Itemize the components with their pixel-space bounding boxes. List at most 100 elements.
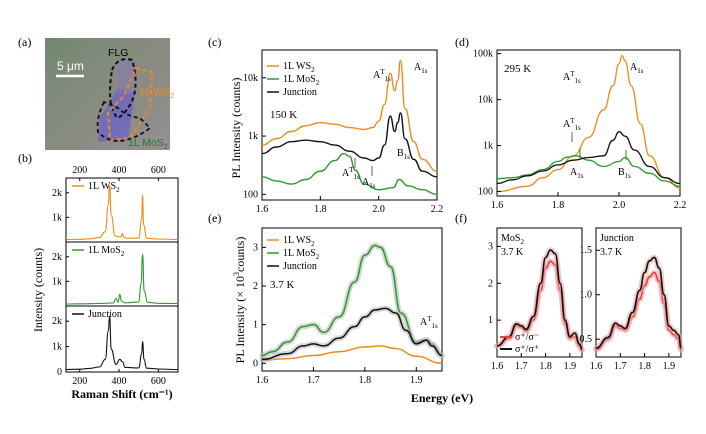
ws2-region-sub: 2 [170,93,174,100]
plot-f-right-x-tick-label: 1.9 [663,361,676,372]
plot-c-y-tick-label: 1k [248,131,258,142]
plot-f-right-y-tick-label: 1.5 [580,245,593,256]
raman-bottom-tick-label: 600 [151,376,166,387]
peak-c-a1s-sub: 1s [421,67,428,75]
plot-c-x-tick-label: 2.0 [372,204,385,215]
peak-c-at1s-t: T [380,68,385,76]
plot-f-left-x-tick-label: 1.9 [564,361,577,372]
peak-d-mos2-at1s: AT1s [563,117,581,132]
peak-c-mos2-a1s: A1s [362,177,376,190]
plot-f-right-y-tick-label: 0.5 [580,334,593,345]
legend-mos2-c-text: 1L MoS [283,74,316,85]
legend-ws2-e-sub: 2 [311,240,315,248]
plot-c-curves [261,59,438,196]
peak-c-at1s-a: A [373,70,381,81]
legend-ws2-b-text: 1L WS [88,181,116,192]
peak-c-at1s-sub: 1s [385,75,392,83]
raman-ws2-curve [65,184,179,241]
plot-e-y-tick-label: 1 [253,320,258,331]
raman-y-tick-label: 1k [52,212,62,223]
peak-c-b1s-sub: 1s [404,153,411,161]
peak-c-b1s: B1s [397,148,410,161]
peak-c-b1s-b: B [397,148,404,159]
panel-b: (b) 200 400 600 200 400 600 2k 1k 2k 1k 2k 1k 0 In… [18,151,179,401]
plot-e-curves [259,242,445,365]
legend-mos2-c-sub: 2 [316,79,320,87]
raman-junction-curve [65,315,179,371]
raman-ws2-frame [65,177,179,243]
temp-d: 295 K [504,63,531,75]
plot-e-junction-line-band [259,305,445,363]
legend-ws2-b-sub: 2 [116,186,120,194]
peak-e-at1s-sub: 1s [432,322,439,330]
panel-b-label: (b) [18,151,32,165]
peak-d-b1s-sub: 1s [625,172,632,180]
plot-d-mos2-line [496,155,681,187]
raman-bottom-tick-label: 400 [112,376,127,387]
legend-mos2-e-text: 1L MoS [283,248,316,259]
peak-d-mos2-a1s-a: A [570,167,578,178]
plot-f-left-y-tick-label: 2 [488,278,493,289]
raman-ylabel: Intensity (counts) [31,248,45,332]
peak-d-mos2-at1s-t: T [570,117,575,125]
flg-top-region [116,58,138,95]
peak-c-a1s: A1s [414,62,428,75]
peak-e-at1s-t: T [427,315,432,323]
panel-a-label: (a) [18,35,31,49]
energy-xlabel: Energy (eV) [411,391,473,405]
panel-a: (a) 5 μm FLG 1L WS2 1L MoS2 [18,35,174,151]
peak-c-mos2-a1s-a: A [362,177,370,188]
peak-c-mos2-at1s-t: T [349,166,354,174]
plot-f-curves [494,247,684,353]
panel-c-label: (c) [208,35,221,49]
plot-d-ws2-line [496,55,681,193]
raman-y-ticks: 2k 1k 2k 1k 2k 1k 0 [52,188,69,378]
plot-e-x-tick-label: 1.7 [307,375,320,386]
plot-d-ticks: 100k 10k 1k 100 1.6 1.8 2.0 2.2 [473,49,686,211]
plot-f-right-co-line [595,256,682,349]
plot-d-y-tick-label: 10k [478,95,493,106]
plot-c-x-tick-label: 1.6 [256,204,269,215]
peak-c-mos2-at1s-sub: 1s [354,173,361,181]
plot-e-y-tick-label: 2 [253,281,258,292]
raman-top-ticks: 200 400 600 [72,165,166,181]
mos2-region-sub: 2 [164,144,168,151]
legend-ws2-b: 1L WS2 [88,181,120,194]
panel-e-label: (e) [208,211,221,225]
peak-d-mos2-at1s-a: A [563,119,571,130]
plot-d-x-tick-label: 2.2 [674,200,687,211]
legend-ws2-e-text: 1L WS [283,235,311,246]
peak-d-mos2-a1s-sub: 1s [577,172,584,180]
legend-mos2-b-sub: 2 [121,250,125,258]
raman-y-tick-label: 2k [52,188,62,199]
plot-c-mos2-line [261,152,438,196]
raman-y-tick-label: 2k [52,252,62,263]
plot-f-left-title: MoS2 [501,233,524,246]
plot-e-junction-line [261,307,443,361]
peak-c-mos2-a1s-sub: 1s [369,182,376,190]
flg-outline [109,58,137,120]
peak-d-a1s-sub: 1s [637,67,644,75]
peak-c-mos2-at1s-a: A [342,168,350,179]
legend-mos2-e-sub: 2 [316,253,320,261]
plot-f-right-x-tick-label: 1.7 [614,361,627,372]
plot-f-left-x-tick-label: 1.6 [491,361,504,372]
raman-y-tick-label: 1k [52,276,62,287]
raman-bottom-tick-label: 200 [72,376,87,387]
plot-e-frame [261,227,443,372]
plot-f-right-co-line-band [593,254,684,351]
plot-d-x-tick-label: 1.6 [491,200,504,211]
peak-c-mos2-at1s: AT1s [342,166,360,181]
plot-d-y-tick-label: 1k [483,141,493,152]
flg-label: FLG [108,47,128,59]
plot-c-frame [261,49,438,201]
peak-d-a1s: A1s [630,62,644,75]
plot-c-ylabel: PL Intensity (counts) [229,78,243,179]
plot-f-right-title: Junction [600,233,634,244]
legend-junction-c: Junction [283,87,317,98]
plot-d-y-tick-label: 100k [473,49,493,60]
plot-e-y-tick-label: 3 [253,242,258,253]
legend-mos2-c: 1L MoS2 [283,74,320,87]
plot-f-left-co-line [496,249,583,351]
